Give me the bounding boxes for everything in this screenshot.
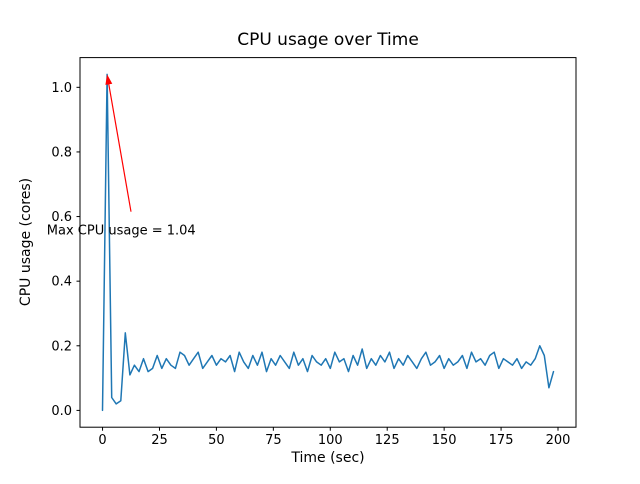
chart-title: CPU usage over Time — [237, 30, 419, 50]
y-tick-label: 0.0 — [51, 404, 72, 419]
x-tick-label: 25 — [151, 433, 168, 448]
x-tick-label: 100 — [318, 433, 343, 448]
y-axis-label: CPU usage (cores) — [18, 178, 34, 306]
x-axis-label: Time (sec) — [290, 450, 364, 466]
annotation-arrowhead-icon — [105, 74, 113, 85]
x-tick-label: 175 — [489, 433, 514, 448]
max-cpu-annotation-label: Max CPU usage = 1.04 — [47, 223, 196, 238]
annotation-arrow — [107, 80, 132, 212]
y-axis-ticks: 0.0 0.2 0.4 0.6 0.8 1.0 — [51, 81, 80, 419]
y-tick-label: 0.4 — [51, 275, 72, 290]
x-tick-label: 0 — [98, 433, 106, 448]
cpu-usage-line-series — [101, 73, 555, 412]
y-tick-label: 1.0 — [51, 81, 72, 96]
x-axis-ticks: 0 25 50 75 100 125 150 175 200 — [98, 427, 570, 448]
y-tick-label: 0.8 — [51, 145, 72, 160]
y-tick-label: 0.2 — [51, 339, 72, 354]
plot-area-frame — [79, 57, 577, 428]
x-tick-label: 125 — [375, 433, 400, 448]
x-tick-label: 75 — [265, 433, 282, 448]
y-tick-label: 0.6 — [51, 210, 72, 225]
x-tick-label: 150 — [432, 433, 457, 448]
x-tick-label: 200 — [546, 433, 571, 448]
x-tick-label: 50 — [208, 433, 225, 448]
